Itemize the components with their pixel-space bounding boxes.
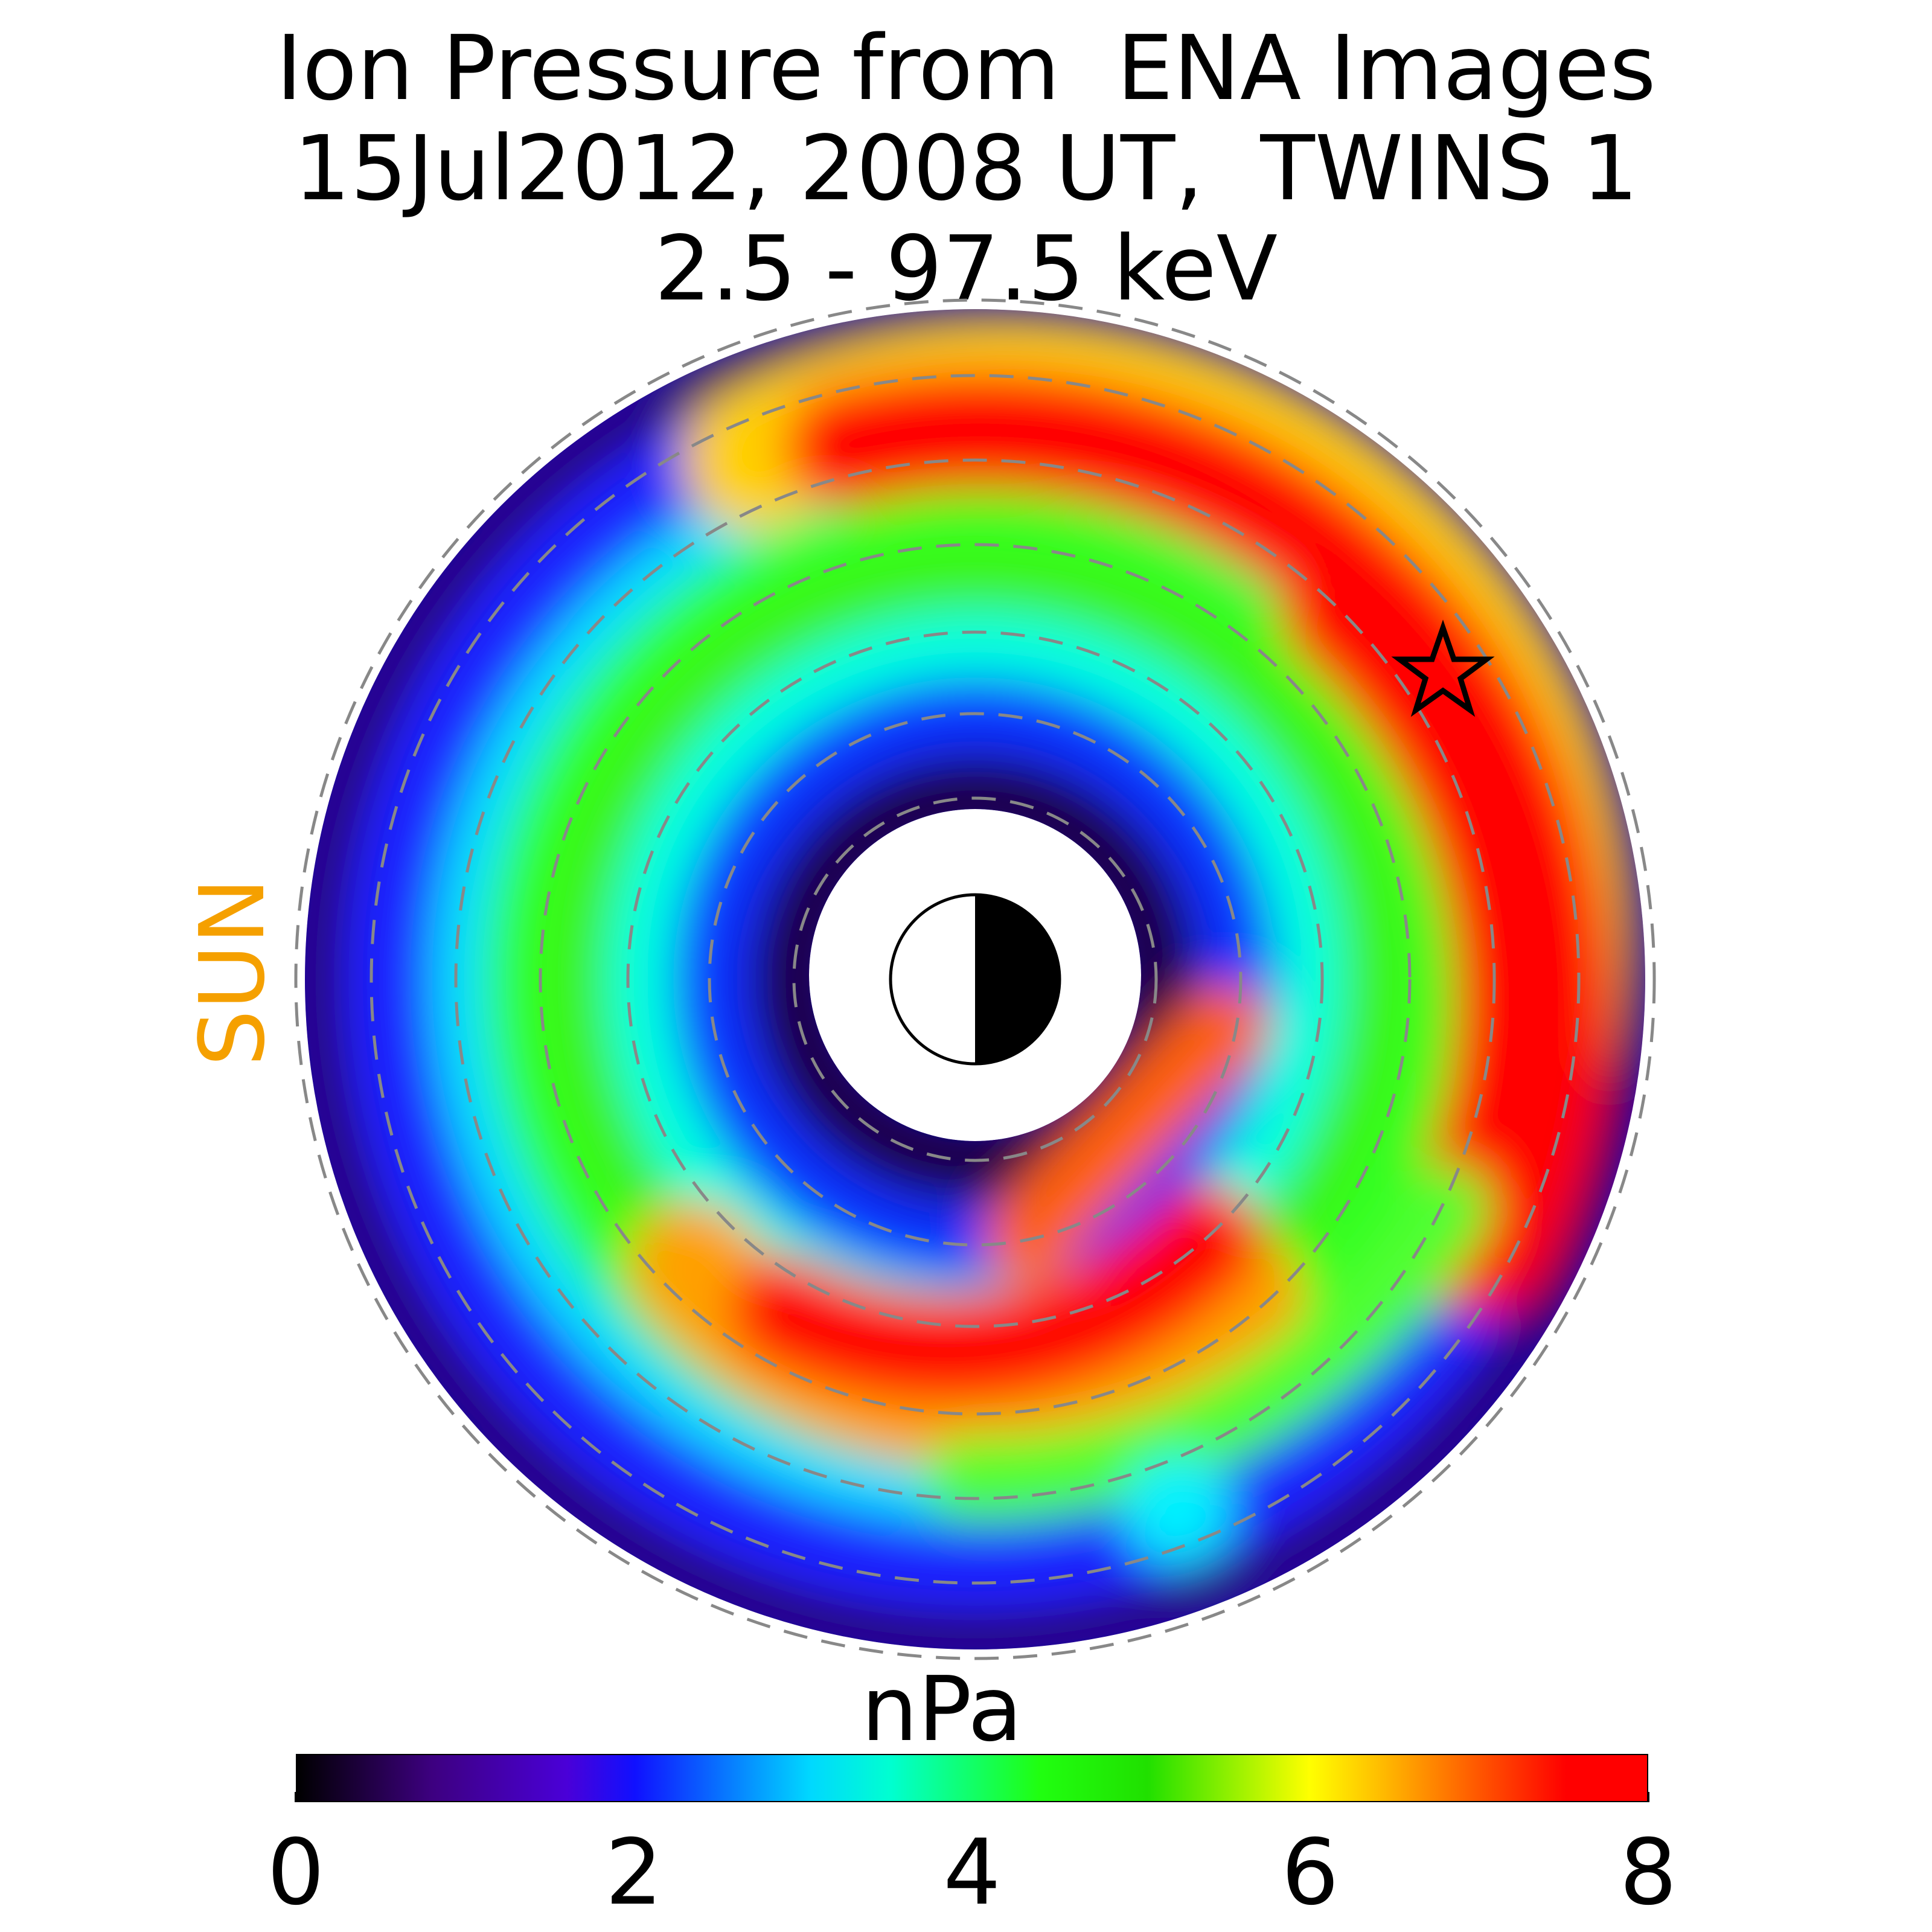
dashed-grid-circles <box>294 298 1656 1660</box>
colorbar-tick-label: 8 <box>1619 1820 1677 1925</box>
grid-circle <box>369 374 1581 1585</box>
earth-icon <box>889 893 1061 1066</box>
grid-circle <box>454 458 1496 1500</box>
colorbar-unit: nPa <box>861 1657 1023 1761</box>
grid-circle <box>626 630 1324 1328</box>
colorbar-tick-label: 2 <box>605 1820 663 1925</box>
sun-label: SUN <box>181 877 284 1067</box>
star-icon <box>1391 619 1495 717</box>
title-line-3: 2.5 - 97.5 keV <box>654 217 1278 321</box>
colorbar-tick-label: 6 <box>1281 1820 1339 1925</box>
chart-title: Ion Pressure from ENA Images 15Jul2012, … <box>0 18 1932 319</box>
grid-circle <box>708 712 1243 1247</box>
grid-circle <box>294 298 1656 1660</box>
colorbar <box>296 1754 1648 1802</box>
grid-circle <box>539 543 1412 1416</box>
grid-circle <box>792 796 1158 1162</box>
colorbar-tick-label: 4 <box>943 1820 1001 1925</box>
colorbar-tick-label: 0 <box>267 1820 325 1925</box>
title-line-1: Ion Pressure from ENA Images <box>276 16 1656 120</box>
title-line-2: 15Jul2012, 2008 UT, TWINS 1 <box>293 117 1639 220</box>
